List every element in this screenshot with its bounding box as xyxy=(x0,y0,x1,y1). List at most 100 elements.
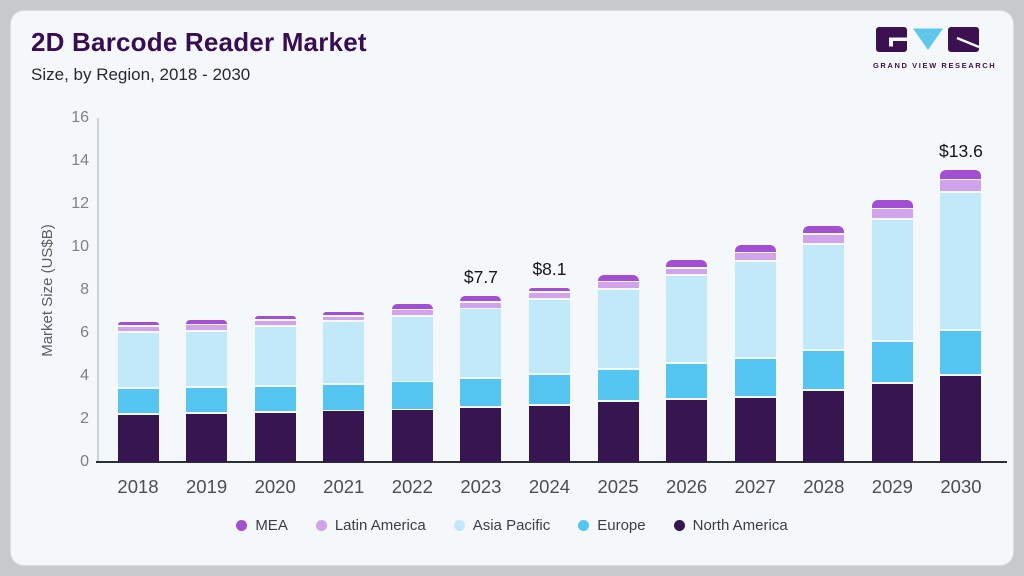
y-tick-14: 14 xyxy=(71,152,89,169)
bar-2022-asia-pacific xyxy=(391,316,433,381)
gvr-logo-text: GRAND VIEW RESEARCH xyxy=(873,61,997,70)
legend-dot-asia-pacific-icon xyxy=(453,520,465,531)
bar-2029-mea xyxy=(871,199,913,208)
bar-2027-north-america xyxy=(734,397,776,462)
page-subtitle: Size, by Region, 2018 - 2030 xyxy=(31,65,251,84)
y-tick-6: 6 xyxy=(80,324,89,341)
legend-item-north-america: North America xyxy=(673,517,788,534)
bar-2023-latin-america xyxy=(460,302,502,308)
y-tick-16: 16 xyxy=(71,109,89,126)
bar-2030-north-america xyxy=(940,376,982,462)
bar-2030-europe xyxy=(940,330,982,375)
bar-2019-mea xyxy=(186,320,228,324)
gvr-logo: GRAND VIEW RESEARCH xyxy=(873,27,997,70)
bar-2026-latin-america xyxy=(666,268,708,275)
bar-2024-europe xyxy=(528,374,570,405)
x-label-2030: 2030 xyxy=(940,476,982,497)
bar-2019-europe xyxy=(186,387,228,412)
y-tick-2: 2 xyxy=(80,410,89,427)
x-label-2025: 2025 xyxy=(597,476,639,497)
gvr-logo-mark-icon xyxy=(876,27,980,52)
y-tick-4: 4 xyxy=(80,367,89,384)
bar-2029-north-america xyxy=(871,383,913,462)
bar-2025-europe xyxy=(597,369,639,400)
legend-label-north-america: North America xyxy=(692,517,788,534)
bar-2026-mea xyxy=(666,259,708,267)
bar-2024-north-america xyxy=(528,406,570,462)
bar-2020-europe xyxy=(254,386,296,411)
x-label-2026: 2026 xyxy=(666,476,708,497)
legend-dot-north-america-icon xyxy=(673,520,685,531)
bar-2020-asia-pacific xyxy=(254,326,296,385)
y-tick-8: 8 xyxy=(80,281,89,298)
x-label-2018: 2018 xyxy=(117,476,159,497)
legend-label-mea: MEA xyxy=(255,517,288,534)
bar-2018-latin-america xyxy=(117,326,159,332)
bar-2021-north-america xyxy=(323,411,365,462)
bar-2022-north-america xyxy=(391,410,433,462)
bar-2019-asia-pacific xyxy=(186,331,228,387)
bar-2023-asia-pacific xyxy=(460,309,502,378)
bar-2020-mea xyxy=(254,315,296,320)
bar-2020-north-america xyxy=(254,412,296,462)
bar-2021-mea xyxy=(323,311,365,316)
y-tick-12: 12 xyxy=(71,195,89,212)
x-label-2019: 2019 xyxy=(186,476,228,497)
bar-2027-latin-america xyxy=(734,253,776,261)
chart-legend: MEA Latin America Asia Pacific Europe North … xyxy=(11,517,1013,534)
x-label-2028: 2028 xyxy=(803,476,845,497)
bar-2030-latin-america xyxy=(940,180,982,192)
bar-2030-mea xyxy=(940,169,982,179)
bar-2028-mea xyxy=(803,225,845,234)
y-tick-0: 0 xyxy=(80,453,89,470)
legend-item-asia-pacific: Asia Pacific xyxy=(453,517,551,534)
bar-2024-latin-america xyxy=(528,293,570,298)
bar-2025-north-america xyxy=(597,401,639,462)
bar-2022-latin-america xyxy=(391,310,433,316)
y-tick-10: 10 xyxy=(71,238,89,255)
legend-item-europe: Europe xyxy=(578,517,646,534)
value-label-2030: $13.6 xyxy=(939,140,983,161)
legend-dot-europe-icon xyxy=(578,520,590,531)
bar-2025-asia-pacific xyxy=(597,290,639,368)
bar-2023-mea xyxy=(460,296,502,302)
bar-2029-latin-america xyxy=(871,209,913,219)
bar-2027-mea xyxy=(734,244,776,252)
x-label-2022: 2022 xyxy=(391,476,433,497)
x-label-2023: 2023 xyxy=(460,476,502,497)
bar-2026-europe xyxy=(666,364,708,398)
bar-2023-europe xyxy=(460,379,502,407)
bar-2027-europe xyxy=(734,358,776,396)
legend-label-asia-pacific: Asia Pacific xyxy=(472,517,551,534)
chart-card: 2D Barcode Reader Market Size, by Region… xyxy=(10,10,1014,566)
page-title: 2D Barcode Reader Market xyxy=(31,27,367,57)
bar-2018-mea xyxy=(117,322,159,325)
bar-2028-europe xyxy=(803,351,845,390)
bar-2028-latin-america xyxy=(803,235,845,244)
bar-2025-mea xyxy=(597,274,639,281)
bar-2028-north-america xyxy=(803,391,845,462)
bar-2024-mea xyxy=(528,287,570,292)
bar-2029-europe xyxy=(871,341,913,382)
bar-2025-latin-america xyxy=(597,282,639,289)
bar-2021-europe xyxy=(323,384,365,410)
x-label-2024: 2024 xyxy=(528,476,571,497)
bar-2024-asia-pacific xyxy=(528,299,570,374)
value-label-2024: $8.1 xyxy=(532,258,567,279)
bar-2020-latin-america xyxy=(254,321,296,325)
bar-2026-north-america xyxy=(666,399,708,462)
bar-2021-latin-america xyxy=(323,316,365,321)
legend-label-europe: Europe xyxy=(597,517,646,534)
bar-2021-asia-pacific xyxy=(323,322,365,383)
legend-dot-mea-icon xyxy=(236,520,248,531)
bar-2030-asia-pacific xyxy=(940,193,982,330)
bar-2019-latin-america xyxy=(186,325,228,331)
bar-2023-north-america xyxy=(460,408,502,462)
x-label-2027: 2027 xyxy=(734,476,776,497)
bar-2018-europe xyxy=(117,388,159,413)
legend-label-latin-america: Latin America xyxy=(334,517,426,534)
y-axis-line xyxy=(97,118,99,463)
bar-2026-asia-pacific xyxy=(666,276,708,363)
value-label-2023: $7.7 xyxy=(463,267,498,288)
bar-2027-asia-pacific xyxy=(734,262,776,357)
